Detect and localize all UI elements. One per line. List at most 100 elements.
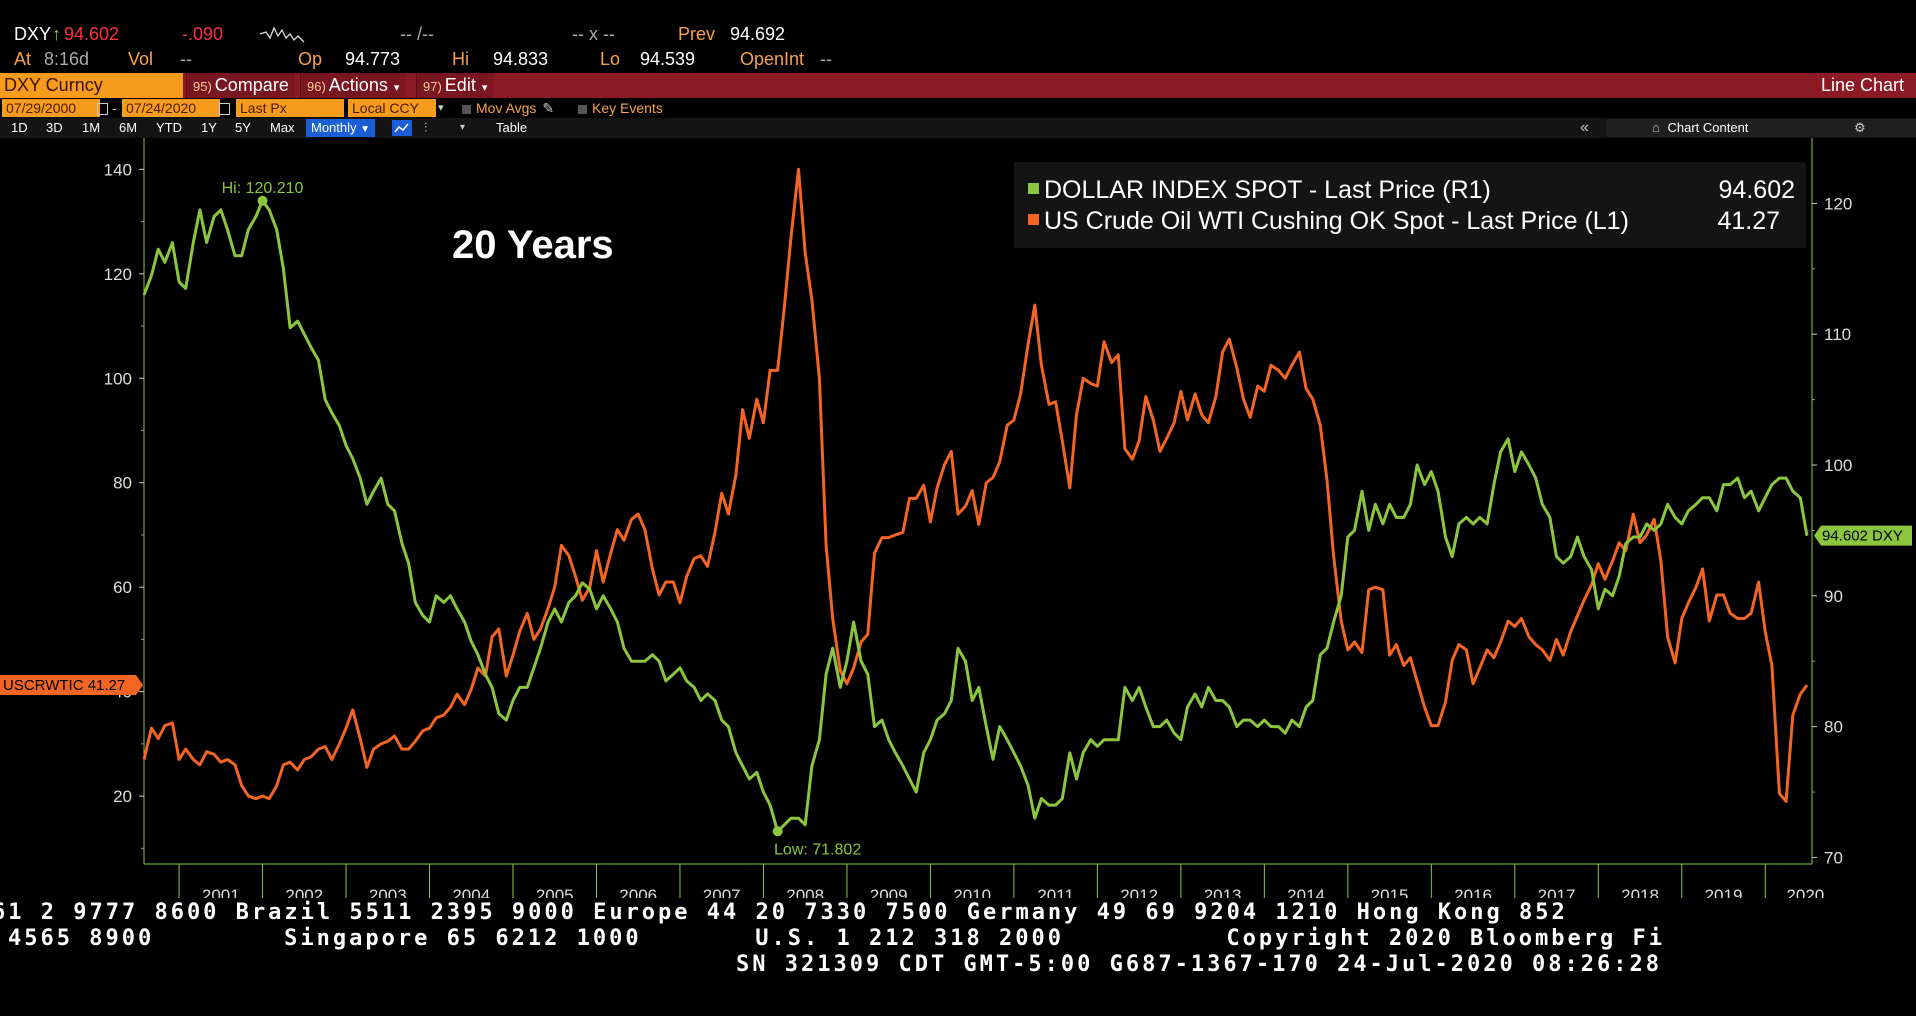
- x-tick-label: 2012: [1120, 886, 1158, 898]
- quote-time: 8:16d: [44, 49, 90, 69]
- table-button[interactable]: Table: [496, 120, 528, 135]
- calendar-icon[interactable]: [97, 103, 108, 115]
- period-5y[interactable]: 5Y: [235, 120, 251, 135]
- low-marker: [772, 826, 783, 837]
- prev-value: 94.692: [730, 24, 786, 44]
- dropdown-icon[interactable]: ▾: [438, 102, 444, 114]
- left-tick-label: 20: [113, 787, 132, 806]
- frequency-label: Monthly: [311, 120, 357, 135]
- edit-number: 97): [423, 79, 442, 94]
- openint-label: OpenInt: [740, 49, 805, 69]
- x-tick-label: 2003: [369, 886, 407, 898]
- compare-number: 95): [193, 79, 212, 94]
- x-tick-label: 2004: [452, 886, 490, 898]
- chart-area[interactable]: 2001 2002 2003 2004 2005 2006 2007 2008 2009 2010…: [0, 138, 1916, 898]
- left-tick-label: 80: [113, 474, 132, 493]
- collapse-icon[interactable]: «: [1580, 119, 1589, 136]
- legend: DOLLAR INDEX SPOT - Last Price (R1) 94.6…: [1014, 162, 1806, 248]
- compare-button[interactable]: 95) Compare: [186, 73, 295, 98]
- security-field-label: DXY Curncy: [4, 75, 103, 95]
- x-tick-label: 2006: [619, 886, 657, 898]
- currency-select[interactable]: Local CCY: [348, 99, 436, 117]
- x-tick-label: 2008: [786, 886, 824, 898]
- chart-type-label[interactable]: Line Chart: [1820, 75, 1904, 95]
- ticker-symbol[interactable]: DXY: [14, 24, 52, 44]
- x-tick-label: 2010: [953, 886, 991, 898]
- bid-ask: -- x --: [572, 24, 615, 44]
- dxy-tag-label: 94.602 DXY: [1822, 528, 1903, 545]
- chart-content-button[interactable]: ⌂ Chart Content: [1606, 119, 1916, 137]
- period-row: 1D 3D 1M 6M YTD 1Y 5Y Max Monthly ▼ ⫶ ▾ …: [0, 118, 1916, 138]
- x-tick-label: 2005: [536, 886, 574, 898]
- x-tick-label: 2014: [1287, 886, 1325, 898]
- period-1d[interactable]: 1D: [11, 120, 28, 135]
- quote-header: DXY ↑ 94.602 -.090 -- /-- -- x -- Prev 9…: [0, 22, 1916, 74]
- vol-value: --: [180, 49, 192, 69]
- open-label: Op: [298, 49, 323, 69]
- x-tick-label: 2013: [1204, 886, 1242, 898]
- left-tick-label: 100: [104, 369, 132, 388]
- key-events-toggle[interactable]: Key Events: [578, 99, 663, 117]
- open-value: 94.773: [345, 49, 401, 69]
- security-field[interactable]: DXY Curncy: [0, 73, 183, 98]
- actions-number: 96): [307, 79, 326, 94]
- legend-value-dxy: 94.602: [1719, 176, 1795, 204]
- oil-tag-background: [0, 675, 143, 696]
- high-value: 94.833: [493, 49, 549, 69]
- period-1y[interactable]: 1Y: [201, 120, 217, 135]
- x-tick-label: 2001: [202, 886, 240, 898]
- period-max[interactable]: Max: [270, 120, 295, 135]
- calendar-icon[interactable]: [219, 103, 230, 115]
- period-1m[interactable]: 1M: [82, 120, 101, 135]
- left-tick-label: 60: [113, 578, 132, 597]
- oil-series-line[interactable]: [142, 167, 1809, 803]
- x-tick-label: 2020: [1786, 886, 1824, 898]
- bid-ask-size: -- /--: [400, 24, 434, 44]
- x-tick-label: 2009: [870, 886, 908, 898]
- gear-icon[interactable]: ⚙: [1854, 120, 1866, 135]
- line-chart-icon[interactable]: [392, 120, 412, 136]
- period-6m[interactable]: 6M: [119, 120, 138, 135]
- edit-button[interactable]: 97) Edit ▾: [416, 73, 494, 98]
- last-price: 94.602: [64, 24, 120, 44]
- vol-label: Vol: [128, 49, 154, 69]
- oil-last-tag: USCRWTIC 41.27: [0, 675, 143, 696]
- start-date-field[interactable]: 07/29/2000: [2, 99, 100, 117]
- mov-avgs-toggle[interactable]: Mov Avgs ✎: [462, 99, 554, 117]
- dropdown-icon[interactable]: ▾: [460, 122, 466, 133]
- legend-box: [1014, 162, 1806, 248]
- ticker-line-3: SN 321309 CDT GMT-5:00 G687-1367-170 24-…: [736, 952, 1662, 977]
- actions-button[interactable]: 96) Actions ▾: [300, 73, 406, 98]
- dxy-tag-background: [1814, 525, 1912, 546]
- right-tick-label: 120: [1824, 194, 1852, 213]
- period-ytd[interactable]: YTD: [156, 120, 182, 135]
- date-separator: -: [112, 100, 117, 116]
- ticker-tape: 61 2 9777 8600 Brazil 5511 2395 9000 Eur…: [0, 900, 1916, 1010]
- high-label: Hi: [452, 49, 469, 69]
- frequency-select[interactable]: Monthly ▼: [306, 119, 376, 137]
- end-date-field[interactable]: 07/24/2020: [122, 99, 220, 117]
- settings-row: 07/29/2000 - 07/24/2020 Last Px Local CC…: [0, 98, 1916, 118]
- dropdown-icon: ▾: [393, 82, 400, 94]
- high-label: Hi: 120.210: [222, 180, 304, 197]
- legend-label-dxy: DOLLAR INDEX SPOT - Last Price (R1): [1044, 176, 1491, 204]
- toolbar: DXY Curncy 95) Compare 96) Actions ▾ 97) Edi…: [0, 73, 1916, 98]
- legend-value-oil: 41.27: [1717, 207, 1780, 235]
- right-tick-label: 80: [1824, 718, 1843, 737]
- x-tick-label: 2017: [1538, 886, 1576, 898]
- actions-label: Actions: [328, 75, 388, 95]
- mov-avgs-label: Mov Avgs: [476, 100, 537, 116]
- dxy-series-line[interactable]: [142, 199, 1809, 833]
- right-tick-label: 70: [1824, 848, 1843, 867]
- low-value: 94.539: [640, 49, 696, 69]
- checkbox-icon: [462, 104, 471, 114]
- x-tick-label: 2019: [1705, 886, 1743, 898]
- x-tick-label: 2011: [1037, 886, 1074, 898]
- dxy-last-tag: 94.602 DXY: [1814, 525, 1912, 546]
- left-axis-ticks: 20406080100120140: [104, 160, 144, 849]
- bar-type-icon[interactable]: ⫶: [424, 120, 428, 135]
- period-3d[interactable]: 3D: [46, 120, 63, 135]
- low-label: Lo: [600, 49, 621, 69]
- price-field-select[interactable]: Last Px: [236, 99, 344, 117]
- prev-label: Prev: [678, 24, 716, 44]
